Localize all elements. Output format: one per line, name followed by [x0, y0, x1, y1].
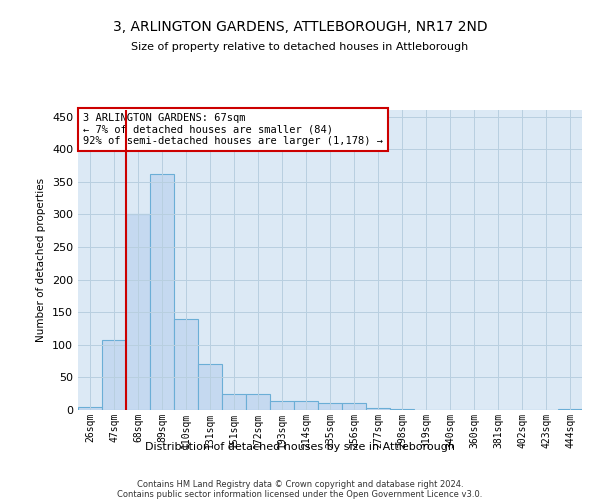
Bar — [222, 394, 246, 410]
Text: Size of property relative to detached houses in Attleborough: Size of property relative to detached ho… — [131, 42, 469, 52]
Text: Distribution of detached houses by size in Attleborough: Distribution of detached houses by size … — [145, 442, 455, 452]
Bar — [150, 174, 174, 410]
Text: 3 ARLINGTON GARDENS: 67sqm
← 7% of detached houses are smaller (84)
92% of semi-: 3 ARLINGTON GARDENS: 67sqm ← 7% of detac… — [83, 113, 383, 146]
Text: 3, ARLINGTON GARDENS, ATTLEBOROUGH, NR17 2ND: 3, ARLINGTON GARDENS, ATTLEBOROUGH, NR17… — [113, 20, 487, 34]
Bar — [126, 214, 150, 410]
Y-axis label: Number of detached properties: Number of detached properties — [37, 178, 46, 342]
Bar — [558, 408, 582, 410]
Bar — [246, 394, 270, 410]
Bar — [366, 408, 390, 410]
Bar — [174, 318, 198, 410]
Text: Contains HM Land Registry data © Crown copyright and database right 2024.
Contai: Contains HM Land Registry data © Crown c… — [118, 480, 482, 500]
Bar — [270, 401, 294, 410]
Bar — [294, 401, 318, 410]
Bar — [198, 364, 222, 410]
Bar — [78, 406, 102, 410]
Bar — [342, 404, 366, 410]
Bar — [102, 340, 126, 410]
Bar — [318, 404, 342, 410]
